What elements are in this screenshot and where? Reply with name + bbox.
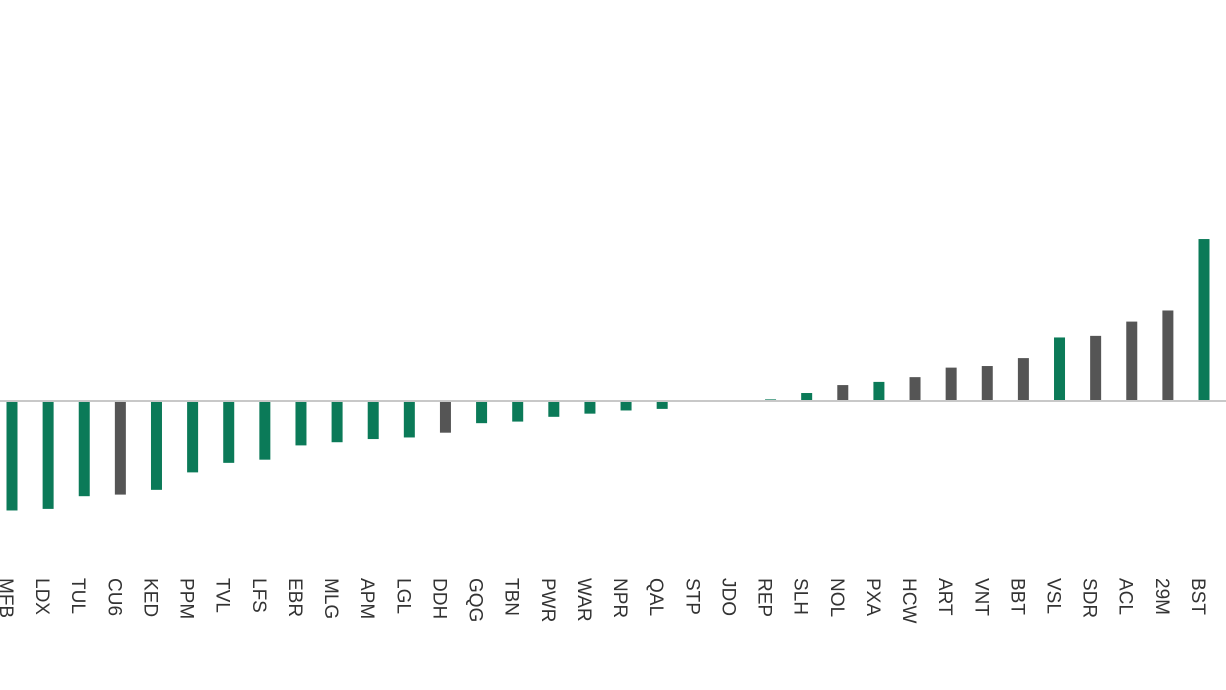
- bar-ebr: [295, 400, 307, 446]
- bar-mfb: [6, 400, 18, 511]
- x-tick-label: VNT: [970, 578, 991, 616]
- bar-pwr: [548, 400, 560, 417]
- x-tick-label: ACL: [1115, 578, 1136, 615]
- bar-war: [584, 400, 596, 414]
- x-tick-label: ART: [934, 578, 955, 616]
- bar-ked: [150, 400, 162, 490]
- x-tick-label: SDR: [1079, 578, 1100, 618]
- bar-29m: [1162, 310, 1174, 401]
- x-tick-label: TBN: [501, 578, 522, 616]
- x-tick-label: LGL: [392, 578, 413, 614]
- x-tick-label: MFB: [0, 578, 16, 618]
- bar-tul: [78, 400, 90, 497]
- bar-sdr: [1090, 335, 1102, 401]
- x-tick-label: HCW: [898, 578, 919, 623]
- bar-qal: [656, 400, 668, 409]
- bar-hcw: [909, 377, 921, 401]
- x-tick-label: MLG: [320, 578, 341, 619]
- category-labels: MFB LDX TUL CU6 KED PPM TVL LFS EBR MLG APM LGL DDH G…: [0, 578, 1208, 623]
- bar-npr: [620, 400, 632, 411]
- bar-nol: [837, 385, 849, 401]
- x-tick-label: STP: [681, 578, 702, 615]
- x-tick-label: BST: [1187, 578, 1208, 615]
- bar-ldx: [42, 400, 54, 509]
- bar-bbt: [1017, 358, 1029, 401]
- x-tick-label: WAR: [573, 578, 594, 622]
- bar-lfs: [259, 400, 271, 460]
- x-tick-label: DDH: [428, 578, 449, 619]
- x-tick-label: EBR: [284, 578, 305, 617]
- bar-tbn: [512, 400, 524, 422]
- x-tick-label: LDX: [31, 578, 52, 615]
- bar-ppm: [187, 400, 199, 473]
- bar-vsl: [1054, 337, 1066, 401]
- x-tick-label: KED: [139, 578, 160, 617]
- x-tick-label: SLH: [790, 578, 811, 615]
- x-tick-label: GQG: [465, 578, 486, 622]
- x-tick-label: PPM: [176, 578, 197, 619]
- x-tick-label: QAL: [645, 578, 666, 616]
- x-tick-label: NOL: [826, 578, 847, 617]
- bar-bst: [1198, 239, 1210, 401]
- bar-slh: [801, 393, 813, 401]
- bar-acl: [1126, 321, 1138, 401]
- bar-pxa: [873, 381, 885, 401]
- x-tick-label: NPR: [609, 578, 630, 618]
- x-tick-label: JDO: [717, 578, 738, 616]
- x-tick-label: TVL: [212, 578, 233, 613]
- bar-ddh: [439, 400, 451, 433]
- bar-gqg: [476, 400, 488, 424]
- x-tick-label: 29M: [1151, 578, 1172, 615]
- bars-group: [6, 239, 1210, 511]
- x-tick-label: PXA: [862, 578, 883, 616]
- bar-apm: [367, 400, 379, 440]
- bar-cu6: [114, 400, 126, 495]
- x-tick-label: VSL: [1043, 578, 1064, 614]
- bar-tvl: [223, 400, 235, 463]
- bar-vnt: [981, 366, 993, 401]
- bar-art: [945, 367, 957, 401]
- x-tick-label: CU6: [103, 578, 124, 616]
- bar-mlg: [331, 400, 343, 443]
- bar-lgl: [403, 400, 415, 438]
- x-tick-label: BBT: [1006, 578, 1027, 615]
- x-tick-label: REP: [754, 578, 775, 617]
- x-tick-label: APM: [356, 578, 377, 619]
- x-tick-label: PWR: [537, 578, 558, 622]
- x-tick-label: TUL: [67, 578, 88, 614]
- x-tick-label: LFS: [248, 578, 269, 613]
